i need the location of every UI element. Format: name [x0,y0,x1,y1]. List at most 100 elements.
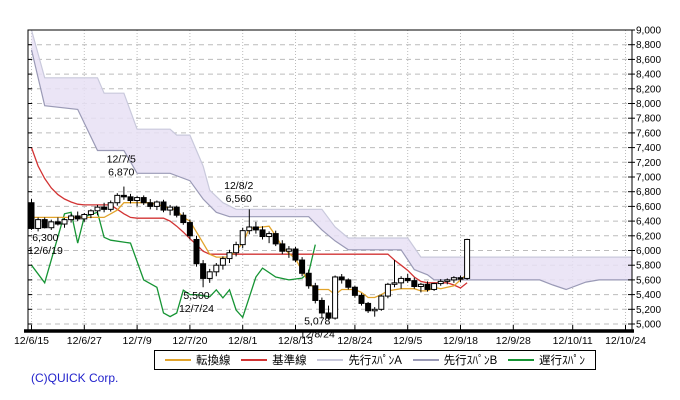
x-axis-label: 12/10/11 [553,335,593,347]
candle-bearish [160,201,167,211]
y-axis-label: 6,200 [636,231,661,242]
candle-bullish [450,277,457,281]
candle-bullish [68,215,75,221]
legend-item-span_b: 先行ｽﾊﾟﾝB [412,352,498,368]
candle-bearish [338,276,345,281]
candle-bearish [279,243,286,252]
x-axis-label: 12/7/9 [122,335,151,347]
y-axis-label: 6,400 [636,217,661,228]
annotation-swing-high: 12/7/5 6,870 [107,153,136,178]
candle-bearish [41,219,48,229]
candle-bearish [292,248,299,261]
span_b-swatch-icon [412,359,439,361]
candle-bullish [226,252,233,260]
annotation-swing-low: 6,300 12/6/19 [28,232,63,257]
annotation-swing-high: 12/8/2 6,560 [224,180,253,205]
candle-bullish [332,276,339,319]
candle-bullish [285,248,292,252]
candle-bullish [464,238,471,279]
y-axis-label: 6,600 [636,202,661,213]
candle-bullish [266,233,273,238]
x-axis-label: 12/8/13 [278,335,313,347]
y-axis-label: 7,600 [636,128,661,139]
candle-bullish [371,308,378,312]
candle-bullish [246,226,253,232]
candle-bullish [213,264,220,273]
legend-label: 遅行ｽﾊﾟﾝ [538,355,585,367]
legend-item-span_a: 先行ｽﾊﾟﾝA [317,352,402,368]
legend-label: 転換線 [196,355,231,367]
candle-bearish [272,233,279,245]
candle-bearish [101,206,108,210]
y-axis-label: 5,400 [636,290,661,301]
candle-bearish [457,277,464,280]
candle-bearish [200,263,207,279]
candle-bullish [87,210,94,215]
candle-bearish [180,214,187,224]
y-axis-label: 5,800 [636,261,661,272]
candle-bullish [233,244,240,254]
candle-bearish [74,215,81,220]
candle-bearish [193,238,200,265]
candle-bearish [147,202,154,207]
candle-bullish [48,221,55,229]
candle-bearish [404,277,411,282]
y-axis-label: 8,400 [636,70,661,81]
candle-bullish [444,279,451,282]
candle-bearish [312,285,319,301]
candle-bearish [318,299,325,314]
y-axis-label: 8,600 [636,55,661,66]
candle-bullish [153,201,160,207]
candle-bullish [378,295,385,310]
candle-bullish [81,213,88,220]
candle-bullish [239,230,246,246]
copyright: (C)QUICK Corp. [31,371,119,385]
y-axis-label: 7,400 [636,143,661,154]
candle-bearish [127,196,134,202]
candle-bearish [299,259,306,274]
kijun-line [30,147,468,289]
legend-label: 先行ｽﾊﾟﾝA [348,355,402,367]
candle-bullish [398,277,405,284]
candle-bearish [252,226,259,231]
x-axis-label: 12/9/28 [496,335,531,347]
x-axis-label: 12/10/24 [605,335,646,347]
y-axis-label: 8,800 [636,40,661,51]
candle-bullish [417,283,424,288]
candle-bullish [94,206,101,212]
x-axis-label: 12/7/20 [172,335,207,347]
candle-bearish [120,194,127,198]
x-axis-label: 12/6/15 [14,335,49,347]
legend-item-chikou: 遅行ｽﾊﾟﾝ [507,352,585,368]
candle-bearish [358,294,365,304]
candle-bearish [411,280,418,288]
y-axis-label: 7,800 [636,114,661,125]
legend-label: 先行ｽﾊﾟﾝB [443,355,498,367]
candle-bearish [259,229,266,238]
candle-bearish [305,272,312,287]
y-axis-label: 8,000 [636,99,661,110]
y-axis-label: 7,200 [636,158,661,169]
span-b-line [30,49,633,291]
x-axis-label: 12/8/1 [228,335,257,347]
x-axis-label: 12/6/27 [67,335,102,347]
candle-bearish [325,312,332,319]
candle-bearish [54,221,61,225]
candle-bullish [167,206,174,211]
candle-bearish [424,283,431,290]
candle-bullish [206,271,213,279]
chikou-swatch-icon [507,359,534,361]
span-a-line [30,29,633,258]
candle-bullish [437,280,444,285]
y-axis-label: 9,000 [636,26,661,37]
y-axis-label: 5,200 [636,305,661,316]
span_a-swatch-icon [317,359,344,361]
candle-bullish [391,282,398,285]
legend-label: 基準線 [272,355,307,367]
kijun-swatch-icon [241,359,268,361]
candle-bullish [134,197,141,202]
candle-bearish [140,197,147,204]
